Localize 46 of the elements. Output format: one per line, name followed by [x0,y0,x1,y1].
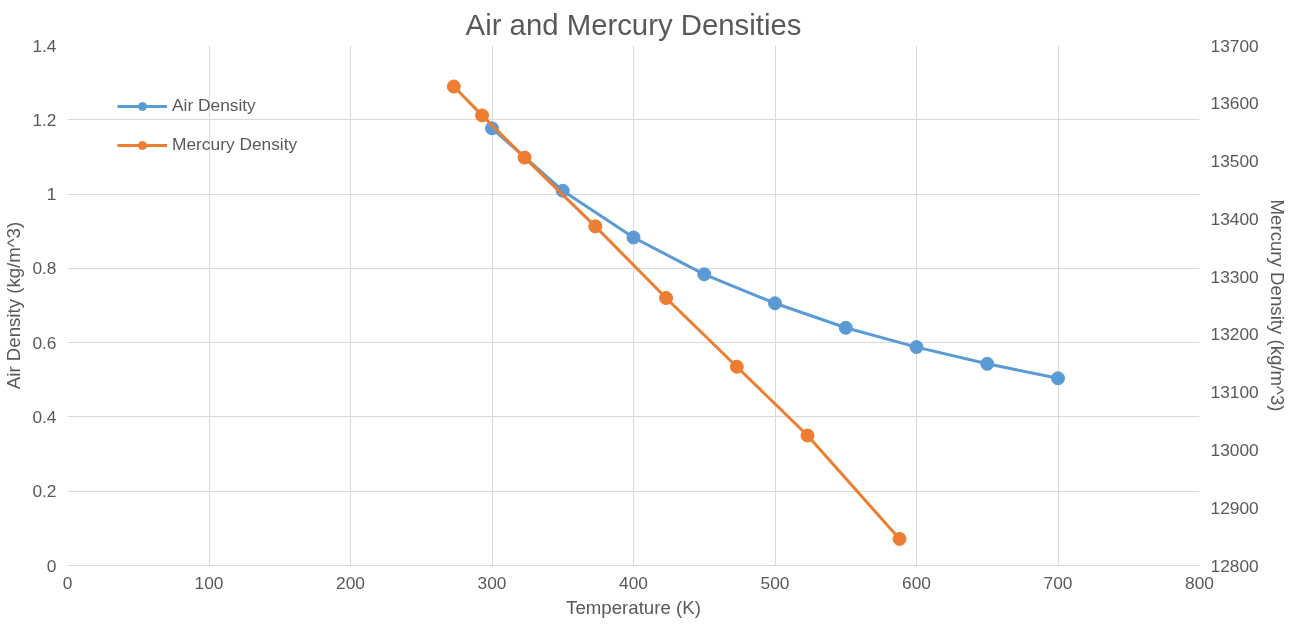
legend-label: Air Density [172,95,256,116]
y-tick-label: 1 [46,184,57,205]
y-tick-label: 1.2 [32,109,57,130]
x-tick-label: 0 [62,572,73,593]
y-tick-label: 0.4 [32,406,57,427]
y2-tick-label: 13100 [1210,382,1259,403]
point [588,219,603,234]
x-tick-label: 500 [760,572,790,593]
point [1051,371,1065,386]
y2-tick-label: 13000 [1210,439,1259,460]
x-tick-label: 300 [477,572,507,593]
point [626,230,641,245]
y2-axis-title: Mercury Density (kg/m^3) [1266,199,1288,412]
y2-tick-label: 13300 [1210,266,1259,287]
point [909,340,924,355]
point [892,531,907,546]
y-tick-label: 0.8 [32,258,57,279]
x-tick-label: 600 [902,572,931,593]
y2-tick-label: 12900 [1210,497,1259,518]
point [659,291,674,305]
legend-label: Mercury Density [172,134,298,155]
y-axis-title: Air Density (kg/m^3) [3,221,25,390]
y2-tick-label: 13500 [1210,151,1259,172]
y-tick-label: 0.6 [32,332,57,353]
y2-tick-label: 13400 [1210,208,1259,229]
y2-tick-label: 13200 [1210,324,1259,345]
point [729,359,744,374]
point [697,267,712,282]
y2-tick-label: 13700 [1210,35,1259,56]
point [980,356,995,371]
y2-tick-label: 13600 [1210,93,1259,114]
y-tick-label: 1.4 [32,35,57,56]
x-tick-label: 700 [1043,572,1073,593]
y-tick-label: 0.2 [32,481,57,502]
point [475,108,490,123]
x-tick-label: 100 [194,572,224,593]
chart-title: Air and Mercury Densities [465,7,802,41]
point [838,320,853,335]
x-axis-title: Temperature (K) [566,596,701,618]
y-tick-label: 0 [46,555,57,576]
point [517,150,532,165]
point [800,428,815,443]
point [768,296,782,311]
x-tick-label: 400 [619,572,648,593]
point [446,79,461,94]
x-tick-label: 200 [336,572,365,593]
